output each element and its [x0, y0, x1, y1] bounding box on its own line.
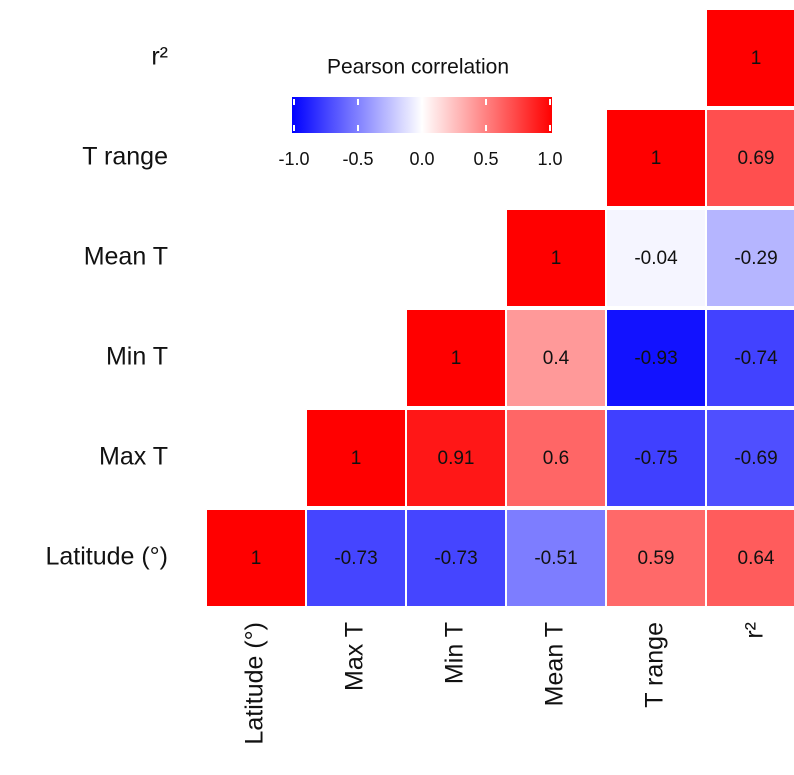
cell-value-label: -0.29: [734, 248, 777, 269]
heatmap-cell: [607, 210, 705, 306]
heatmap-cell: [607, 110, 705, 206]
cell-value-label: -0.75: [634, 448, 677, 469]
cell-value-label: -0.93: [634, 348, 677, 369]
heatmap-cell: [207, 510, 305, 606]
heatmap-cell: [707, 210, 794, 306]
heatmap-cell: [307, 510, 405, 606]
cell-value-label: 0.91: [438, 448, 475, 469]
heatmap-cell: [407, 410, 505, 506]
x-tick-label: T range: [641, 622, 669, 708]
heatmap-cell: [707, 10, 794, 106]
cell-value-label: 0.69: [738, 148, 775, 169]
heatmap-cell: [507, 310, 605, 406]
cell-value-label: -0.51: [534, 548, 577, 569]
heatmap-cell: [707, 310, 794, 406]
colorbar-tick-label: -0.5: [342, 149, 373, 169]
cell-value-label: 0.59: [638, 548, 675, 569]
heatmap-cell: [507, 410, 605, 506]
cell-value-label: 1: [651, 148, 662, 169]
y-tick-label: Latitude (°): [45, 543, 168, 571]
heatmap-cell: [407, 310, 505, 406]
heatmap-cell: [607, 510, 705, 606]
heatmap-cell: [707, 510, 794, 606]
heatmap-cell: [507, 510, 605, 606]
cell-value-label: 0.4: [543, 348, 570, 369]
heatmap-cell: [507, 210, 605, 306]
heatmap-cell: [707, 110, 794, 206]
cell-value-label: 0.6: [543, 448, 569, 469]
y-tick-label: r²: [151, 43, 168, 71]
heatmap-cell: [307, 410, 405, 506]
cell-value-label: 1: [351, 448, 362, 469]
colorbar-tick-label: -1.0: [278, 149, 309, 169]
cell-value-label: -0.73: [334, 548, 377, 569]
y-tick-label: Max T: [99, 443, 168, 471]
heatmap-cell: [607, 310, 705, 406]
x-tick-label: Latitude (°): [241, 622, 269, 745]
y-tick-label: Mean T: [84, 243, 168, 271]
y-tick-label: T range: [82, 143, 168, 171]
colorbar-tick-label: 0.5: [473, 149, 498, 169]
y-tick-label: Min T: [106, 343, 168, 371]
heatmap-cell: [707, 410, 794, 506]
heatmap-cell: [607, 410, 705, 506]
cell-value-label: 1: [751, 48, 762, 69]
cell-value-label: 1: [551, 248, 562, 269]
heatmap-cell: [407, 510, 505, 606]
colorbar-tick-label: 0.0: [409, 149, 434, 169]
cell-value-label: -0.73: [434, 548, 477, 569]
colorbar-title: Pearson correlation: [327, 56, 509, 79]
x-tick-label: Max T: [341, 622, 369, 691]
cell-value-label: -0.69: [734, 448, 777, 469]
cell-value-label: 1: [251, 548, 262, 569]
x-tick-label: Min T: [441, 622, 469, 684]
colorbar-tick-label: 1.0: [537, 149, 562, 169]
cell-value-label: -0.04: [634, 248, 678, 269]
cell-value-label: -0.74: [734, 348, 778, 369]
x-tick-label: r²: [741, 622, 769, 639]
x-tick-label: Mean T: [541, 622, 569, 706]
cell-value-label: 0.64: [738, 548, 775, 569]
cell-value-label: 1: [451, 348, 462, 369]
